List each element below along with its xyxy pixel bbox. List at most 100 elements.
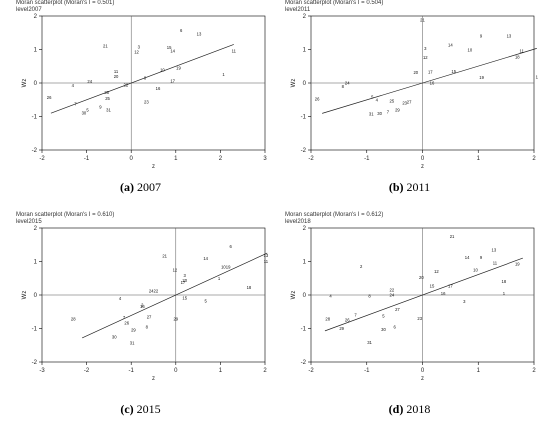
point-label: 7 [354, 312, 357, 317]
caption-label: (d) [388, 402, 404, 416]
caption-label: (a) [120, 180, 134, 194]
x-tick-label: -2 [308, 156, 314, 162]
point-label: 5 [382, 313, 385, 318]
point-label: 6 [393, 325, 396, 330]
point-label: 5 [371, 95, 374, 100]
y-tick-label: -2 [301, 360, 307, 366]
point-label: 14 [203, 256, 208, 261]
chart-title: Moran scatterplot (Moran's I = 0.504) [285, 0, 384, 6]
x-tick-label: -3 [39, 368, 45, 374]
point-label: 1019 [221, 265, 231, 270]
y-tick-label: 1 [34, 48, 38, 54]
scatterplot-panel-2015: Moran scatterplot (Moran's I = 0.610) le… [8, 212, 273, 417]
regression-line [324, 257, 523, 332]
regression-line [50, 44, 234, 114]
caption-label: (b) [388, 180, 404, 194]
y-tick-label: 2 [34, 14, 38, 20]
chart-title: Moran scatterplot (Moran's I = 0.501) [16, 0, 115, 6]
point-label: 3 [424, 46, 427, 51]
x-tick-label: 2 [532, 368, 536, 374]
point-label: 9 [480, 255, 483, 260]
x-tick-label: 0 [421, 368, 425, 374]
point-label: 28 [71, 317, 76, 322]
y-tick-label: -2 [32, 148, 38, 154]
point-label: 30 [377, 111, 382, 116]
point-label: 23 [417, 316, 422, 321]
caption-label: (c) [120, 402, 134, 416]
point-label: 20 [114, 74, 119, 79]
x-tick-label: -2 [39, 156, 45, 162]
scatterplot-panel-2011: Moran scatterplot (Moran's I = 0.504) le… [277, 0, 542, 205]
point-label: 15 [182, 296, 187, 301]
point-label: 17 [448, 283, 453, 288]
point-label: 26 [315, 97, 320, 102]
point-label: 12 [423, 55, 428, 60]
point-label: 15 [430, 283, 435, 288]
point-label: 3 [184, 273, 187, 278]
point-label: 7 [387, 110, 390, 115]
point-label: 12 [173, 267, 178, 272]
point-label: 23 [144, 99, 149, 104]
point-label: 18 [515, 55, 520, 60]
x-tick-label: 2 [532, 156, 536, 162]
caption-year: 2011 [406, 180, 431, 194]
point-label: 11 [264, 259, 269, 264]
point-label: 16 [140, 304, 145, 309]
point-label: 11 [232, 48, 237, 53]
x-tick-label: -1 [364, 368, 370, 374]
x-tick-label: 1 [477, 368, 481, 374]
point-label: 15 [451, 69, 456, 74]
y-axis-label: Wz [291, 79, 297, 88]
figure-caption-a: (a) 2007 [8, 180, 273, 195]
point-label: 5 [205, 299, 208, 304]
point-label: 21 [162, 254, 167, 259]
point-label: 24 [345, 81, 350, 86]
y-tick-label: 1 [303, 48, 307, 54]
y-tick-label: -2 [301, 148, 307, 154]
y-tick-label: 1 [34, 260, 38, 266]
x-tick-label: -2 [308, 368, 314, 374]
x-axis-label: z [152, 376, 155, 382]
point-label: 27 [407, 100, 412, 105]
point-label: 22 [124, 83, 129, 88]
x-tick-label: 0 [174, 368, 178, 374]
y-tick-label: 0 [303, 293, 307, 299]
point-label: 13 [492, 247, 497, 252]
point-label: 5 [86, 107, 89, 112]
point-label: 6 [180, 28, 183, 33]
point-label: 19 [515, 261, 520, 266]
point-label: 25 [105, 96, 110, 101]
point-label: 18 [247, 285, 252, 290]
point-label: 13 [507, 33, 512, 38]
point-label: 24 [390, 293, 395, 298]
point-label: 9 [480, 33, 483, 38]
point-label: 17 [428, 69, 433, 74]
x-tick-label: 0 [421, 156, 425, 162]
y-tick-label: 1 [303, 260, 307, 266]
point-label: 21 [450, 234, 455, 239]
point-label: 20 [413, 70, 418, 75]
x-axis-label: z [152, 164, 155, 170]
scatterplot-panel-2007: Moran scatterplot (Moran's I = 0.501) le… [8, 0, 273, 205]
panel-title-block: Moran scatterplot (Moran's I = 0.612) le… [285, 212, 383, 226]
point-label: 8 [342, 84, 345, 89]
caption-year: 2018 [406, 402, 431, 416]
y-tick-label: 2 [34, 226, 38, 232]
point-label: 11 [114, 69, 119, 74]
point-label: 30 [112, 334, 117, 339]
point-label: 10 [468, 47, 473, 52]
point-label: 12 [434, 269, 439, 274]
point-label: 1 [218, 276, 221, 281]
x-tick-label: 3 [263, 156, 267, 162]
point-label: 8 [368, 294, 371, 299]
point-label: 8 [146, 324, 149, 329]
x-axis-label: z [421, 376, 424, 382]
point-label: 2422 [149, 288, 159, 293]
figure-caption-b: (b) 2011 [277, 180, 542, 195]
x-tick-label: -1 [129, 368, 135, 374]
point-label: 29 [173, 317, 178, 322]
point-label: 2 [141, 303, 144, 308]
point-label: 4 [72, 83, 75, 88]
point-label: 22 [390, 287, 395, 292]
